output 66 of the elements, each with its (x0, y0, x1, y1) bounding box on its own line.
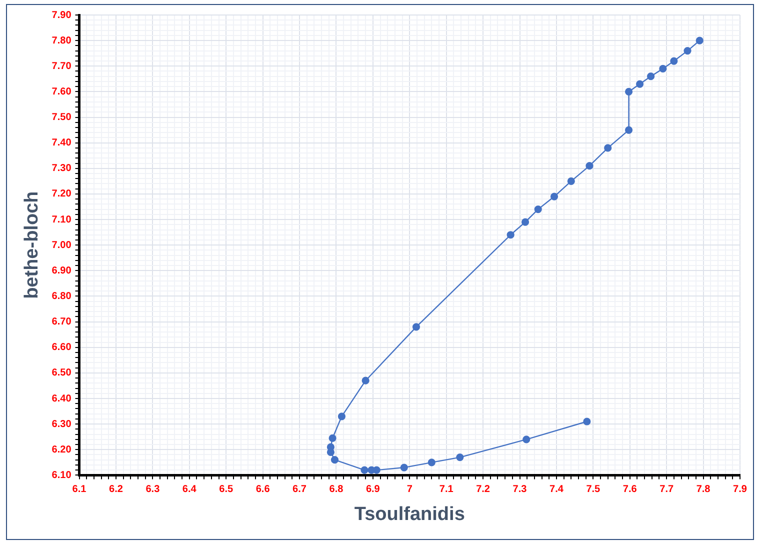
x-tick-label: 7.4 (550, 484, 564, 495)
point (604, 144, 612, 152)
y-tick-label: 7.40 (52, 138, 72, 149)
y-tick-label: 7.60 (52, 86, 72, 98)
point (624, 88, 633, 96)
x-tick-label: 7 (406, 484, 413, 495)
point (328, 434, 336, 442)
y-tick-label: 7.20 (52, 188, 72, 200)
y-tick-label: 7.50 (52, 112, 72, 124)
x-tick-label: 6.2 (109, 484, 124, 495)
x-tick-label: 7.9 (733, 484, 748, 495)
point (550, 192, 558, 200)
x-tick-label: 7.1 (439, 484, 454, 495)
y-tick-label: 7.70 (52, 60, 72, 72)
point (338, 412, 346, 420)
x-axis-title: Tsoulfanidis (354, 504, 465, 525)
x-tick-label: 6.5 (219, 484, 234, 495)
x-tick-label: 7.5 (586, 484, 601, 495)
x-tick-label: 6.8 (329, 484, 344, 495)
x-tick-label: 6.3 (146, 484, 160, 495)
point (624, 126, 633, 134)
y-tick-label: 6.90 (52, 265, 72, 276)
point (670, 57, 678, 65)
y-tick-label: 6.60 (52, 342, 72, 354)
point (428, 458, 436, 466)
point (647, 72, 655, 80)
point (696, 36, 704, 44)
x-tick-label: 7.3 (512, 484, 528, 495)
y-tick-label: 6.10 (52, 470, 72, 481)
point (360, 466, 368, 474)
x-tick-label: 7.8 (696, 484, 711, 495)
x-tick-label: 7.2 (476, 484, 490, 495)
x-tick-label: 6.9 (366, 484, 380, 495)
y-axis-title: bethe-bloch (22, 191, 43, 299)
point (567, 177, 575, 185)
y-tick-label: 6.40 (52, 393, 72, 404)
point (362, 376, 370, 384)
point (456, 454, 464, 462)
x-tick-label: 6.7 (292, 484, 307, 495)
point (684, 46, 692, 55)
y-tick-label: 6.80 (52, 290, 72, 302)
point (521, 218, 530, 226)
x-tick-label: 6.4 (182, 484, 197, 495)
point (522, 436, 530, 444)
y-tick-label: 7.90 (52, 10, 72, 21)
x-tick-label: 6.6 (256, 484, 270, 495)
point (412, 323, 420, 331)
point (586, 162, 594, 170)
point (583, 418, 591, 426)
point (659, 64, 667, 72)
y-tick-label: 6.20 (52, 444, 72, 456)
point (330, 456, 339, 464)
y-tick-label: 7.80 (52, 35, 72, 46)
y-tick-label: 7.30 (52, 163, 72, 174)
point (636, 80, 644, 88)
x-tick-label: 6.1 (72, 484, 87, 495)
y-tick-label: 6.70 (52, 316, 72, 328)
y-tick-label: 6.50 (52, 368, 72, 379)
x-tick-label: 7.7 (660, 484, 674, 495)
point (506, 231, 514, 239)
y-tick-label: 6.30 (52, 418, 72, 430)
point (400, 464, 408, 472)
point (534, 206, 542, 214)
y-tick-label: 7.00 (52, 240, 72, 251)
y-tick-label: 7.10 (52, 214, 72, 226)
x-tick-label: 7.6 (622, 484, 638, 495)
